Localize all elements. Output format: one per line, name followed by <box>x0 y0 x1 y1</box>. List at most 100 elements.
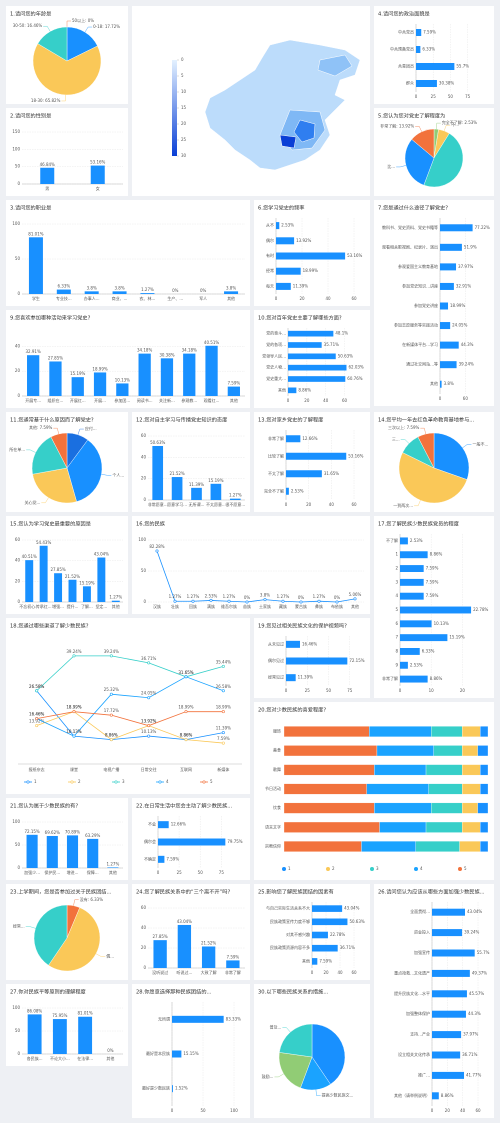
slice-label: 三次以上: 7.59% <box>388 424 420 430</box>
bar-segment <box>428 783 463 795</box>
x-tick-label: 其他 <box>109 869 117 875</box>
x-tick-label: 传承红... <box>36 603 52 609</box>
value-label: 8.86% <box>180 733 193 738</box>
x-tick-label: 其他 <box>227 295 235 301</box>
point <box>353 597 357 601</box>
value-label: 60.76% <box>347 376 362 381</box>
value-label: 34.18% <box>182 348 197 353</box>
value-label: 3.8% <box>226 285 236 290</box>
bar <box>416 80 437 87</box>
y-tick-label: 教科书、党史资料、党史书籍等 <box>382 224 438 230</box>
visual-map-label: 30 <box>181 153 187 158</box>
value-label: 0% <box>334 595 341 600</box>
x-tick-label: 坚定... <box>95 603 107 609</box>
bar <box>416 46 421 53</box>
y-tick-label: 群众 <box>406 80 414 86</box>
bar-segment <box>283 764 375 776</box>
y-tick-label: 其他（请举例说明） <box>394 1092 430 1098</box>
map-region <box>279 134 297 149</box>
bar-segment <box>283 726 370 737</box>
value-label: 18.99% <box>450 303 465 308</box>
x-tick-label: 参观教... <box>181 397 197 403</box>
bar <box>432 969 470 977</box>
value-label: 49.37% <box>472 970 487 975</box>
point <box>147 734 151 738</box>
x-tick-label: 关注新... <box>159 397 175 403</box>
y-tick-label: 6 <box>395 621 398 626</box>
x-tick-label: 其他 <box>106 1055 114 1061</box>
pie-slice <box>404 139 435 186</box>
panel-title: 4.请问您的政治面貌是 <box>378 10 430 18</box>
panel <box>6 200 250 306</box>
x-tick-label: 非常了解 <box>225 969 241 975</box>
y-tick-label: 比较了解 <box>268 452 284 458</box>
value-label: 13.92% <box>141 719 156 724</box>
panel-title: 26.请问您认为应该从哪些方面加强少数民族... <box>378 888 485 896</box>
x-tick-label: 在法律... <box>77 1055 93 1061</box>
y-tick-label: 支持...产业 <box>410 1031 430 1037</box>
leader-line <box>101 474 112 476</box>
bar <box>71 377 84 396</box>
x-tick-label: 无所谓... <box>189 501 205 507</box>
x-tick-label: 20 <box>304 398 310 403</box>
x-tick-label: 满族 <box>207 603 215 609</box>
panel-title: 20.您对少数民族的喜爱程度? <box>258 706 326 714</box>
bar-segment <box>480 764 489 776</box>
value-label: 1.27% <box>141 287 154 292</box>
value-label: 7.59% <box>319 958 332 963</box>
bar <box>46 835 58 868</box>
x-tick-label: 75 <box>219 870 225 875</box>
panel-title: 24.您了解民族关系中的“三个离不开”吗? <box>136 888 230 896</box>
pie-slice <box>311 1023 346 1085</box>
y-tick-label: 党的奋斗... <box>266 330 286 336</box>
bar <box>90 165 105 184</box>
value-label: 34.18% <box>137 348 152 353</box>
value-label: 1.27% <box>187 594 200 599</box>
y-tick-label: 50 <box>15 164 21 169</box>
bar-segment <box>379 821 427 833</box>
slice-label: 一到两次... <box>393 502 413 508</box>
x-tick-label: 0 <box>275 296 278 301</box>
value-label: 7.59% <box>426 579 439 584</box>
bar <box>416 63 455 70</box>
bar-segment <box>369 726 432 737</box>
leader-line <box>400 439 410 444</box>
slice-label: 偶... <box>106 953 114 959</box>
x-tick-label: 回族 <box>189 603 197 609</box>
bar-segment <box>283 821 380 833</box>
bar-segment <box>459 841 481 852</box>
x-tick-label: 阅读书... <box>137 397 153 403</box>
value-label: 30.38% <box>439 81 454 86</box>
x-tick-label: 100 <box>230 1108 238 1113</box>
bar-segment <box>462 726 481 737</box>
value-label: 2.53% <box>410 538 423 543</box>
y-tick-label: 对其不感兴趣 <box>286 931 310 937</box>
bar <box>107 867 119 868</box>
x-tick-label: 课堂 <box>70 766 78 772</box>
x-tick-label: 商业、... <box>112 295 128 301</box>
panel <box>374 6 494 104</box>
value-label: 18.99% <box>92 366 107 371</box>
value-label: 55.7% <box>456 64 469 69</box>
value-label: 13.92% <box>296 238 311 243</box>
x-tick-label: 开展红... <box>70 397 86 403</box>
x-tick-label: 其他 <box>112 603 120 609</box>
value-label: 15.19% <box>208 478 223 483</box>
point <box>221 741 225 745</box>
value-label: 24.05% <box>452 323 467 328</box>
legend-marker <box>70 780 74 784</box>
point <box>147 696 151 700</box>
x-tick-label: 40 <box>329 502 335 507</box>
x-tick-label: 彝族 <box>315 603 323 609</box>
bar <box>52 1019 67 1054</box>
value-label: 11.39% <box>298 675 313 680</box>
y-tick-label: 50 <box>15 842 21 847</box>
x-tick-label: 报纸杂志 <box>29 766 45 772</box>
panel-title: 21.您认为属于少数民族的有? <box>10 802 78 810</box>
point <box>184 738 188 742</box>
y-tick-label: 参加党史讲座 <box>414 302 438 308</box>
value-label: 36.71% <box>141 656 156 661</box>
y-tick-label: 4 <box>395 593 398 598</box>
value-label: 5.06% <box>349 592 362 597</box>
value-label: 50.63% <box>150 440 165 445</box>
